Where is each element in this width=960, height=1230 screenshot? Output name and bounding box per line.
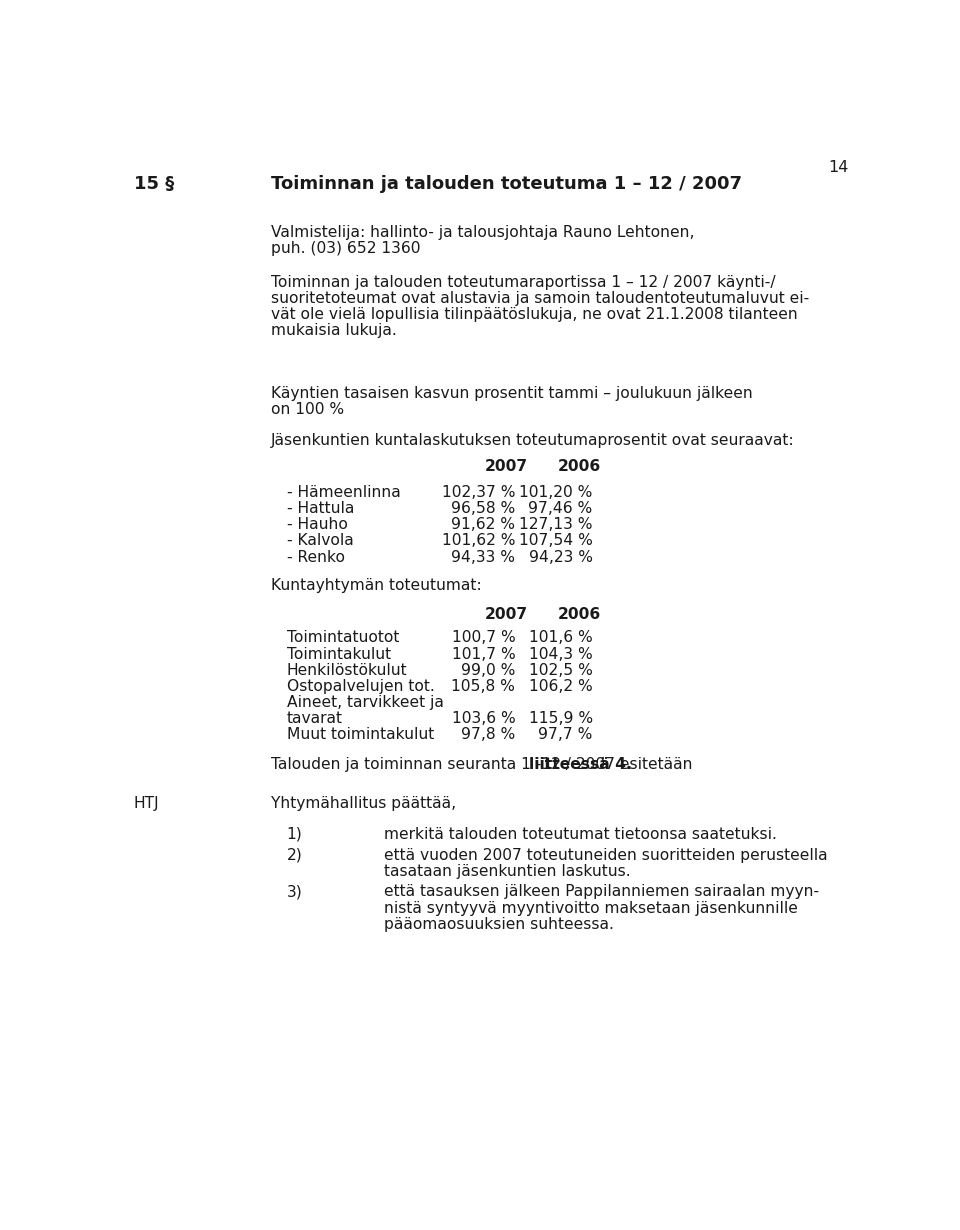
- Text: 101,7 %: 101,7 %: [451, 647, 516, 662]
- Text: - Hattula: - Hattula: [287, 501, 354, 517]
- Text: 97,7 %: 97,7 %: [539, 727, 592, 743]
- Text: 97,46 %: 97,46 %: [529, 501, 592, 517]
- Text: 100,7 %: 100,7 %: [451, 631, 516, 646]
- Text: 102,37 %: 102,37 %: [442, 485, 516, 499]
- Text: tavarat: tavarat: [287, 711, 343, 726]
- Text: 1): 1): [287, 827, 302, 841]
- Text: 101,62 %: 101,62 %: [442, 534, 516, 549]
- Text: Kuntayhtymän toteutumat:: Kuntayhtymän toteutumat:: [271, 578, 482, 593]
- Text: 115,9 %: 115,9 %: [529, 711, 592, 726]
- Text: että tasauksen jälkeen Pappilanniemen sairaalan myyn-: että tasauksen jälkeen Pappilanniemen sa…: [383, 884, 819, 899]
- Text: - Renko: - Renko: [287, 550, 345, 565]
- Text: 104,3 %: 104,3 %: [529, 647, 592, 662]
- Text: Valmistelija: hallinto- ja talousjohtaja Rauno Lehtonen,: Valmistelija: hallinto- ja talousjohtaja…: [271, 225, 695, 240]
- Text: 2006: 2006: [558, 608, 601, 622]
- Text: - Hämeenlinna: - Hämeenlinna: [287, 485, 400, 499]
- Text: 2006: 2006: [558, 460, 601, 475]
- Text: 3): 3): [287, 884, 302, 899]
- Text: 94,33 %: 94,33 %: [451, 550, 516, 565]
- Text: pääomaosuuksien suhteessa.: pääomaosuuksien suhteessa.: [383, 916, 613, 932]
- Text: Toimintakulut: Toimintakulut: [287, 647, 391, 662]
- Text: 97,8 %: 97,8 %: [461, 727, 516, 743]
- Text: Jäsenkuntien kuntalaskutuksen toteutumaprosentit ovat seuraavat:: Jäsenkuntien kuntalaskutuksen toteutumap…: [271, 433, 795, 448]
- Text: - Kalvola: - Kalvola: [287, 534, 353, 549]
- Text: 2007: 2007: [484, 460, 527, 475]
- Text: 94,23 %: 94,23 %: [529, 550, 592, 565]
- Text: Ostopalvelujen tot.: Ostopalvelujen tot.: [287, 679, 434, 694]
- Text: Henkilöstökulut: Henkilöstökulut: [287, 663, 407, 678]
- Text: 2): 2): [287, 847, 302, 862]
- Text: on 100 %: on 100 %: [271, 402, 345, 417]
- Text: 105,8 %: 105,8 %: [451, 679, 516, 694]
- Text: puh. (03) 652 1360: puh. (03) 652 1360: [271, 241, 420, 256]
- Text: 101,20 %: 101,20 %: [519, 485, 592, 499]
- Text: merkitä talouden toteutumat tietoonsa saatetuksi.: merkitä talouden toteutumat tietoonsa sa…: [383, 827, 777, 841]
- Text: HTJ: HTJ: [134, 796, 159, 811]
- Text: 127,13 %: 127,13 %: [519, 517, 592, 533]
- Text: että vuoden 2007 toteutuneiden suoritteiden perusteella: että vuoden 2007 toteutuneiden suorittei…: [383, 847, 828, 862]
- Text: mukaisia lukuja.: mukaisia lukuja.: [271, 323, 396, 338]
- Text: Muut toimintakulut: Muut toimintakulut: [287, 727, 434, 743]
- Text: 103,6 %: 103,6 %: [451, 711, 516, 726]
- Text: - Hauho: - Hauho: [287, 517, 348, 533]
- Text: Käyntien tasaisen kasvun prosentit tammi – joulukuun jälkeen: Käyntien tasaisen kasvun prosentit tammi…: [271, 386, 753, 401]
- Text: Toimintatuotot: Toimintatuotot: [287, 631, 399, 646]
- Text: 91,62 %: 91,62 %: [451, 517, 516, 533]
- Text: 107,54 %: 107,54 %: [518, 534, 592, 549]
- Text: 106,2 %: 106,2 %: [529, 679, 592, 694]
- Text: 102,5 %: 102,5 %: [529, 663, 592, 678]
- Text: tasataan jäsenkuntien laskutus.: tasataan jäsenkuntien laskutus.: [383, 863, 630, 878]
- Text: Yhtymähallitus päättää,: Yhtymähallitus päättää,: [271, 796, 456, 811]
- Text: Toiminnan ja talouden toteutuma 1 – 12 / 2007: Toiminnan ja talouden toteutuma 1 – 12 /…: [271, 176, 742, 193]
- Text: 96,58 %: 96,58 %: [451, 501, 516, 517]
- Text: nistä syntyyvä myyntivoitto maksetaan jäsenkunnille: nistä syntyyvä myyntivoitto maksetaan jä…: [383, 900, 798, 915]
- Text: vät ole vielä lopullisia tilinpäätöslukuja, ne ovat 21.1.2008 tilanteen: vät ole vielä lopullisia tilinpäätösluku…: [271, 308, 798, 322]
- Text: suoritetoteumat ovat alustavia ja samoin taloudentoteutumaluvut ei-: suoritetoteumat ovat alustavia ja samoin…: [271, 290, 809, 306]
- Text: 15 §: 15 §: [134, 176, 174, 193]
- Text: 2007: 2007: [484, 608, 527, 622]
- Text: liitteessä 4.: liitteessä 4.: [529, 758, 632, 772]
- Text: Toiminnan ja talouden toteutumaraportissa 1 – 12 / 2007 käynti-/: Toiminnan ja talouden toteutumaraportiss…: [271, 274, 776, 289]
- Text: Aineet, tarvikkeet ja: Aineet, tarvikkeet ja: [287, 695, 444, 710]
- Text: Talouden ja toiminnan seuranta 1 -12 / 2007 esitetään: Talouden ja toiminnan seuranta 1 -12 / 2…: [271, 758, 698, 772]
- Text: 99,0 %: 99,0 %: [461, 663, 516, 678]
- Text: 101,6 %: 101,6 %: [529, 631, 592, 646]
- Text: 14: 14: [828, 160, 849, 175]
